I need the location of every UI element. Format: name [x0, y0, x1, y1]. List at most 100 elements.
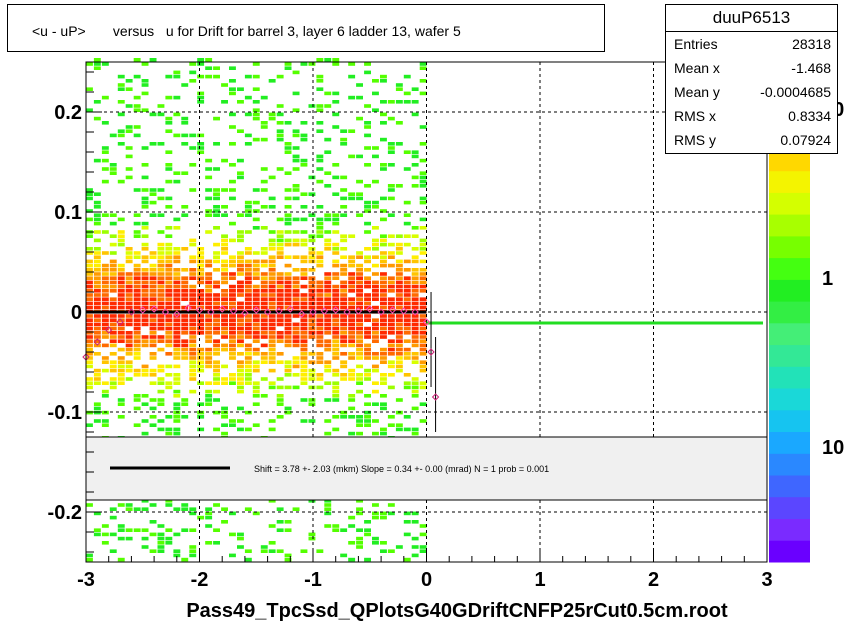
heatmap-cell — [229, 272, 236, 276]
heatmap-cell — [324, 318, 332, 322]
heatmap-cell — [292, 146, 300, 150]
heatmap-cell — [101, 272, 109, 276]
heatmap-cell — [133, 352, 141, 356]
heatmap-cell — [229, 423, 236, 427]
heatmap-cell — [292, 91, 300, 96]
heatmap-cell — [133, 74, 141, 79]
heatmap-cell — [356, 322, 363, 327]
heatmap-cell — [300, 205, 308, 209]
heatmap-cell — [308, 247, 316, 251]
heatmap-cell — [324, 217, 332, 222]
heatmap-cell — [419, 549, 427, 553]
heatmap-cell — [284, 326, 292, 331]
heatmap-cell — [213, 347, 220, 352]
heatmap-cell — [268, 524, 276, 528]
heatmap-cell — [387, 301, 395, 306]
heatmap-cell — [411, 280, 419, 285]
heatmap-cell — [403, 373, 411, 377]
heatmap-cell — [244, 272, 252, 276]
heatmap-cell — [252, 112, 260, 117]
heatmap-cell — [189, 146, 197, 150]
heatmap-cell — [173, 331, 181, 335]
heatmap-cell — [205, 276, 213, 280]
heatmap-cell — [173, 179, 181, 184]
heatmap-cell — [364, 200, 371, 205]
heatmap-cell — [403, 289, 411, 293]
heatmap-cell — [141, 234, 149, 238]
heatmap-cell — [316, 385, 324, 390]
heatmap-cell — [348, 541, 356, 545]
heatmap-cell — [395, 142, 403, 146]
heatmap-cell — [387, 322, 395, 327]
heatmap-cell — [133, 301, 141, 306]
heatmap-cell — [419, 289, 427, 293]
heatmap-cell — [101, 389, 109, 394]
heatmap-cell — [157, 196, 165, 201]
heatmap-cell — [229, 163, 236, 167]
heatmap-cell — [93, 158, 101, 163]
heatmap-cell — [332, 163, 340, 167]
heatmap-cell — [364, 205, 371, 209]
heatmap-cell — [237, 129, 244, 133]
heatmap-cell — [237, 368, 244, 373]
heatmap-cell — [86, 385, 93, 390]
heatmap-cell — [252, 100, 260, 104]
heatmap-cell — [157, 402, 165, 406]
heatmap-cell — [364, 394, 371, 398]
heatmap-cell — [316, 263, 324, 268]
heatmap-cell — [340, 339, 348, 343]
heatmap-cell — [165, 339, 173, 343]
heatmap-cell — [411, 536, 419, 541]
heatmap-cell — [189, 373, 197, 377]
heatmap-cell — [101, 150, 109, 154]
heatmap-cell — [181, 305, 189, 310]
heatmap-cell — [372, 79, 379, 83]
profile-point — [241, 309, 249, 317]
heatmap-cell — [332, 356, 340, 360]
heatmap-cell — [93, 406, 101, 411]
heatmap-cell — [308, 280, 316, 285]
heatmap-cell — [165, 326, 173, 331]
heatmap-cell — [372, 263, 379, 268]
heatmap-cell — [189, 368, 197, 373]
heatmap-cell — [332, 58, 340, 62]
heatmap-cell — [332, 221, 340, 226]
heatmap-cell — [380, 377, 387, 381]
heatmap-cell — [244, 381, 252, 385]
heatmap-cell — [411, 339, 419, 343]
heatmap-cell — [364, 121, 371, 125]
heatmap-cell — [292, 167, 300, 171]
heatmap-cell — [276, 398, 284, 402]
heatmap-cell — [86, 557, 93, 562]
heatmap-cell — [332, 381, 340, 385]
heatmap-cell — [205, 356, 213, 360]
profile-point — [116, 318, 124, 326]
heatmap-cell — [125, 507, 133, 511]
profile-point — [431, 393, 440, 401]
heatmap-cell — [117, 263, 125, 268]
heatmap-cell — [292, 301, 300, 306]
heatmap-cell — [93, 352, 101, 356]
heatmap-cell — [149, 339, 157, 343]
heatmap-cell — [125, 129, 133, 133]
heatmap-cell — [229, 188, 236, 192]
heatmap-cell — [403, 242, 411, 247]
heatmap-cell — [213, 226, 220, 230]
heatmap-cell — [300, 549, 308, 553]
heatmap-cell — [149, 293, 157, 297]
heatmap-cell — [276, 230, 284, 234]
heatmap-cell — [292, 255, 300, 259]
heatmap-cell — [300, 217, 308, 222]
heatmap-cell — [356, 116, 363, 121]
stat-row-rms-x: RMS x 0.8334 — [666, 105, 837, 129]
heatmap-cell — [324, 280, 332, 285]
heatmap-cell — [300, 255, 308, 259]
heatmap-cell — [364, 343, 371, 348]
heatmap-cell — [356, 280, 363, 285]
heatmap-cell — [372, 541, 379, 545]
heatmap-cell — [117, 284, 125, 289]
heatmap-cell — [213, 377, 220, 381]
heatmap-cell — [340, 377, 348, 381]
heatmap-cell — [117, 356, 125, 360]
